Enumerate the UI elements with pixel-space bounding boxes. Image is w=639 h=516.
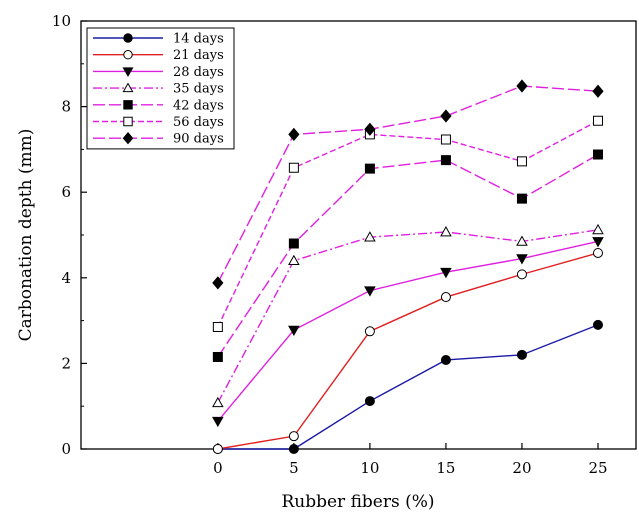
series-lines bbox=[217, 85, 599, 450]
legend-marker bbox=[122, 82, 134, 93]
x-tick-label: 15 bbox=[436, 459, 455, 477]
legend-marker bbox=[122, 131, 134, 145]
y-tick-label: 8 bbox=[61, 98, 71, 116]
y-tick-label: 10 bbox=[52, 12, 71, 30]
data-point bbox=[364, 122, 376, 136]
data-point bbox=[516, 235, 528, 246]
data-point bbox=[212, 416, 224, 428]
y-axis-label: Carbonation depth (mm) bbox=[16, 129, 36, 342]
data-point bbox=[364, 396, 375, 407]
data-point bbox=[592, 319, 603, 330]
series-line-3 bbox=[217, 240, 599, 422]
legend-label: 56 days bbox=[173, 115, 224, 130]
legend-label: 35 days bbox=[173, 82, 224, 97]
data-point bbox=[212, 396, 224, 408]
data-point bbox=[364, 231, 376, 242]
legend-label: 90 days bbox=[173, 132, 224, 147]
legend-label: 42 days bbox=[173, 98, 224, 113]
data-point bbox=[212, 276, 224, 290]
data-point bbox=[440, 134, 451, 145]
data-point bbox=[516, 254, 528, 265]
data-point bbox=[516, 156, 527, 167]
data-point bbox=[516, 193, 527, 204]
series-line-7 bbox=[217, 85, 599, 284]
data-point bbox=[516, 269, 527, 280]
data-point bbox=[592, 115, 603, 126]
data-point bbox=[440, 354, 451, 365]
series-markers bbox=[212, 79, 604, 454]
x-tick-label: 10 bbox=[360, 459, 379, 477]
data-point bbox=[592, 237, 604, 248]
x-tick-label: 5 bbox=[289, 459, 299, 477]
series-line-1 bbox=[217, 324, 599, 450]
data-point bbox=[288, 431, 299, 442]
series-line-6 bbox=[217, 120, 599, 328]
legend-label: 21 days bbox=[173, 48, 224, 63]
y-tick-label: 2 bbox=[61, 354, 71, 372]
data-point bbox=[592, 247, 603, 258]
legend-label: 14 days bbox=[173, 32, 224, 47]
x-tick-label: 25 bbox=[588, 459, 607, 477]
y-tick-label: 0 bbox=[61, 440, 71, 458]
data-point bbox=[440, 267, 452, 279]
series-line-2 bbox=[217, 252, 599, 450]
data-point bbox=[288, 325, 300, 336]
y-tick-label: 4 bbox=[61, 269, 71, 287]
series-line-4 bbox=[217, 229, 599, 404]
legend-label: 28 days bbox=[173, 65, 224, 80]
data-point bbox=[212, 322, 223, 333]
data-point bbox=[212, 351, 223, 362]
legend-marker bbox=[123, 50, 133, 60]
data-point bbox=[440, 109, 452, 123]
data-point bbox=[288, 162, 299, 173]
data-point bbox=[516, 79, 528, 93]
data-point bbox=[288, 444, 299, 454]
axis-ticks: 0 5 10 15 20 25 0 2 4 6 8 10 bbox=[52, 12, 608, 477]
data-point bbox=[288, 254, 300, 266]
legend-marker bbox=[123, 33, 133, 43]
x-axis-label: Rubber fibers (%) bbox=[281, 492, 434, 512]
data-point bbox=[364, 286, 376, 297]
legend-marker bbox=[123, 116, 133, 127]
data-point bbox=[440, 155, 451, 166]
x-tick-label: 0 bbox=[213, 459, 223, 477]
legend-marker bbox=[122, 67, 134, 78]
data-point bbox=[288, 127, 300, 142]
series-line-5 bbox=[217, 153, 599, 358]
data-point bbox=[516, 349, 527, 360]
legend-marker bbox=[123, 100, 133, 110]
data-point bbox=[440, 292, 451, 303]
data-point bbox=[592, 223, 604, 235]
data-point bbox=[440, 226, 452, 237]
data-point bbox=[364, 326, 375, 337]
x-tick-label: 20 bbox=[512, 459, 531, 477]
y-tick-label: 6 bbox=[61, 183, 71, 201]
data-point bbox=[364, 163, 375, 174]
data-point bbox=[212, 444, 223, 454]
data-point bbox=[288, 238, 299, 249]
data-point bbox=[592, 149, 603, 160]
data-point bbox=[592, 84, 604, 98]
